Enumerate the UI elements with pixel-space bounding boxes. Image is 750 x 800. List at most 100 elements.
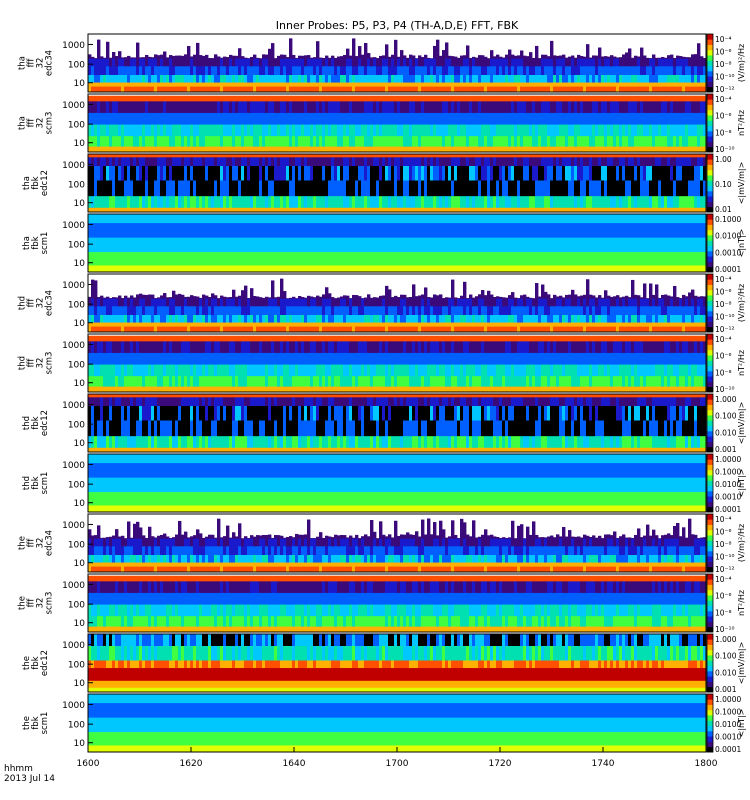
spectral-cell [556, 156, 560, 166]
spectral-cell [487, 100, 491, 113]
spectral-cell [325, 251, 329, 266]
spectral-cell [403, 146, 407, 153]
spectral-cell [505, 54, 509, 59]
spectral-cell [388, 165, 392, 181]
spectral-cell [328, 58, 332, 67]
spectral-cell [454, 165, 458, 181]
spectral-cell [535, 195, 539, 208]
spectral-cell [658, 74, 662, 83]
spectral-cell [499, 124, 503, 137]
spectral-cell [292, 135, 296, 147]
spectral-cell [259, 135, 263, 147]
spectral-cell [160, 82, 164, 87]
spectral-cell [559, 82, 563, 87]
spectral-cell [664, 58, 668, 67]
spectral-cell [472, 222, 476, 238]
spectral-cell [691, 154, 695, 158]
spectral-cell [388, 135, 392, 147]
spectral-cell [196, 165, 200, 181]
spectral-cell [592, 74, 596, 83]
spectral-cell [187, 112, 191, 125]
spectral-cell [610, 95, 614, 102]
spectral-cell [538, 146, 542, 153]
spectral-cell [433, 154, 437, 158]
spectral-cell [481, 146, 485, 153]
spectral-cell [241, 156, 245, 166]
spectral-cell [175, 156, 179, 166]
spectral-cell [640, 156, 644, 166]
spectral-cell [658, 86, 662, 93]
spectral-cell [322, 156, 326, 166]
spectral-cell [655, 156, 659, 166]
spectral-cell [589, 207, 593, 213]
spectral-cell [274, 214, 278, 224]
spectral-cell [481, 251, 485, 266]
spectral-cell [517, 55, 521, 59]
spectral-cell [361, 58, 365, 67]
spectral-cell [337, 207, 341, 213]
spectral-cell [136, 86, 140, 93]
spectral-cell [460, 146, 464, 153]
spectral-cell [160, 95, 164, 102]
spectral-cell [418, 237, 422, 253]
spectral-cell [268, 207, 272, 213]
spectral-cell [433, 165, 437, 181]
spectral-cell [409, 156, 413, 166]
spectral-cell [490, 95, 494, 102]
spectral-cell [568, 237, 572, 253]
spectral-cell [175, 180, 179, 197]
spectral-cell [241, 74, 245, 83]
spectral-cell [121, 112, 125, 125]
spectral-cell [637, 214, 641, 224]
spectral-cell [325, 154, 329, 158]
spectral-cell [592, 154, 596, 158]
spectral-cell [238, 74, 242, 83]
spectral-cell [238, 112, 242, 125]
spectral-cell [127, 305, 131, 315]
spectral-cell [349, 124, 353, 137]
spectral-cell [646, 237, 650, 253]
spectral-cell [358, 46, 362, 59]
spectral-cell [652, 156, 656, 166]
spectral-cell [571, 100, 575, 113]
spectral-cell [364, 237, 368, 253]
spectral-cell [541, 237, 545, 253]
spectral-cell [157, 100, 161, 113]
spectral-cell [229, 65, 233, 75]
spectral-cell [139, 298, 143, 307]
spectral-cell [445, 265, 449, 273]
spectral-cell [646, 124, 650, 137]
spectral-cell [616, 207, 620, 213]
spectral-cell [268, 82, 272, 87]
spectral-cell [667, 124, 671, 137]
spectral-cell [544, 156, 548, 166]
spectral-cell [424, 180, 428, 197]
spectral-cell [283, 146, 287, 153]
spectral-cell [97, 58, 101, 67]
spectral-cell [298, 55, 302, 59]
colorbar-tick-label: 10⁻⁴ [715, 95, 732, 104]
spectral-cell [694, 65, 698, 75]
spectral-cell [295, 154, 299, 158]
spectral-cell [88, 265, 92, 273]
spectral-cell [622, 180, 626, 197]
spectral-cell [547, 180, 551, 197]
spectral-cell [493, 82, 497, 87]
spectral-cell [340, 165, 344, 181]
spectral-cell [514, 135, 518, 147]
spectral-cell [631, 222, 635, 238]
spectral-cell [124, 180, 128, 197]
spectral-cell [688, 251, 692, 266]
spectral-cell [532, 112, 536, 125]
spectral-cell [151, 95, 155, 102]
spectral-cell [262, 82, 266, 87]
spectral-cell [349, 100, 353, 113]
spectral-cell [271, 100, 275, 113]
spectral-cell [346, 207, 350, 213]
spectral-cell [94, 65, 98, 75]
spectral-cell [625, 251, 629, 266]
spectral-cell [466, 251, 470, 266]
spectral-cell [370, 207, 374, 213]
spectral-cell [535, 95, 539, 102]
spectral-cell [349, 58, 353, 67]
